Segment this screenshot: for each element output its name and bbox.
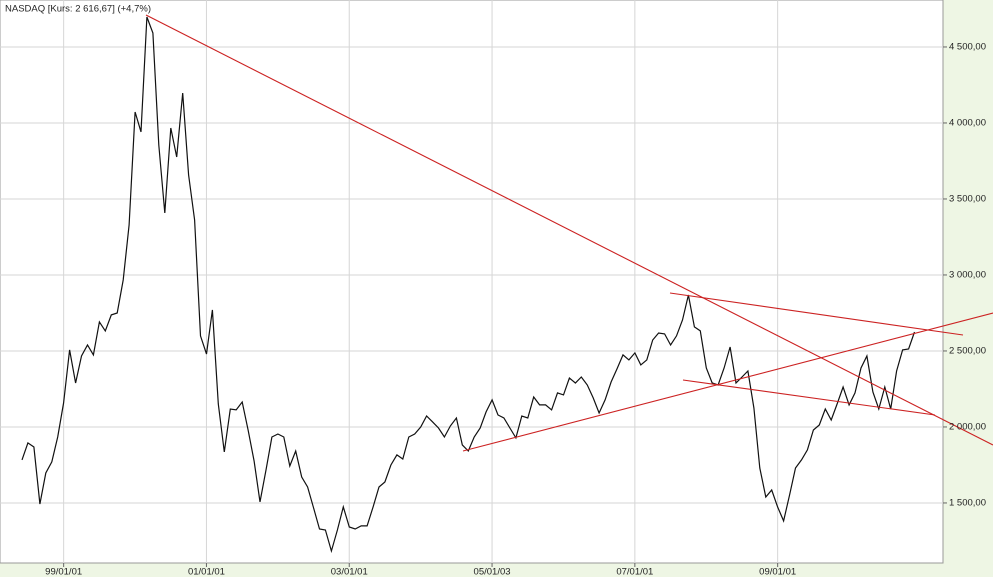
y-tick-label: 3 500,00: [949, 193, 986, 204]
chart-title: NASDAQ [Kurs: 2 616,67] (+4,7%): [5, 4, 151, 15]
y-tick-label: 2 000,00: [949, 421, 986, 432]
series: [21, 16, 916, 554]
y-tick-label: 1 500,00: [949, 497, 986, 508]
x-tick-label: 09/01/01: [759, 567, 796, 577]
trend-line: [145, 14, 993, 446]
trend-lines: [145, 14, 993, 452]
x-tick-label: 99/01/01: [45, 567, 82, 577]
y-tick-label: 3 000,00: [949, 269, 986, 280]
y-tick-label: 4 000,00: [949, 117, 986, 128]
trend-line: [462, 312, 993, 452]
x-tick-label: 07/01/01: [616, 567, 653, 577]
plot-area: [0, 0, 944, 564]
trend-line: [682, 379, 936, 416]
y-tick-label: 2 500,00: [949, 345, 986, 356]
trend-line: [669, 292, 964, 336]
x-tick-label: 05/01/03: [474, 567, 511, 577]
price-line: [21, 16, 916, 554]
x-tick-label: 03/01/01: [331, 567, 368, 577]
x-tick-label: 01/01/01: [188, 567, 225, 577]
y-tick-label: 4 500,00: [949, 41, 986, 52]
